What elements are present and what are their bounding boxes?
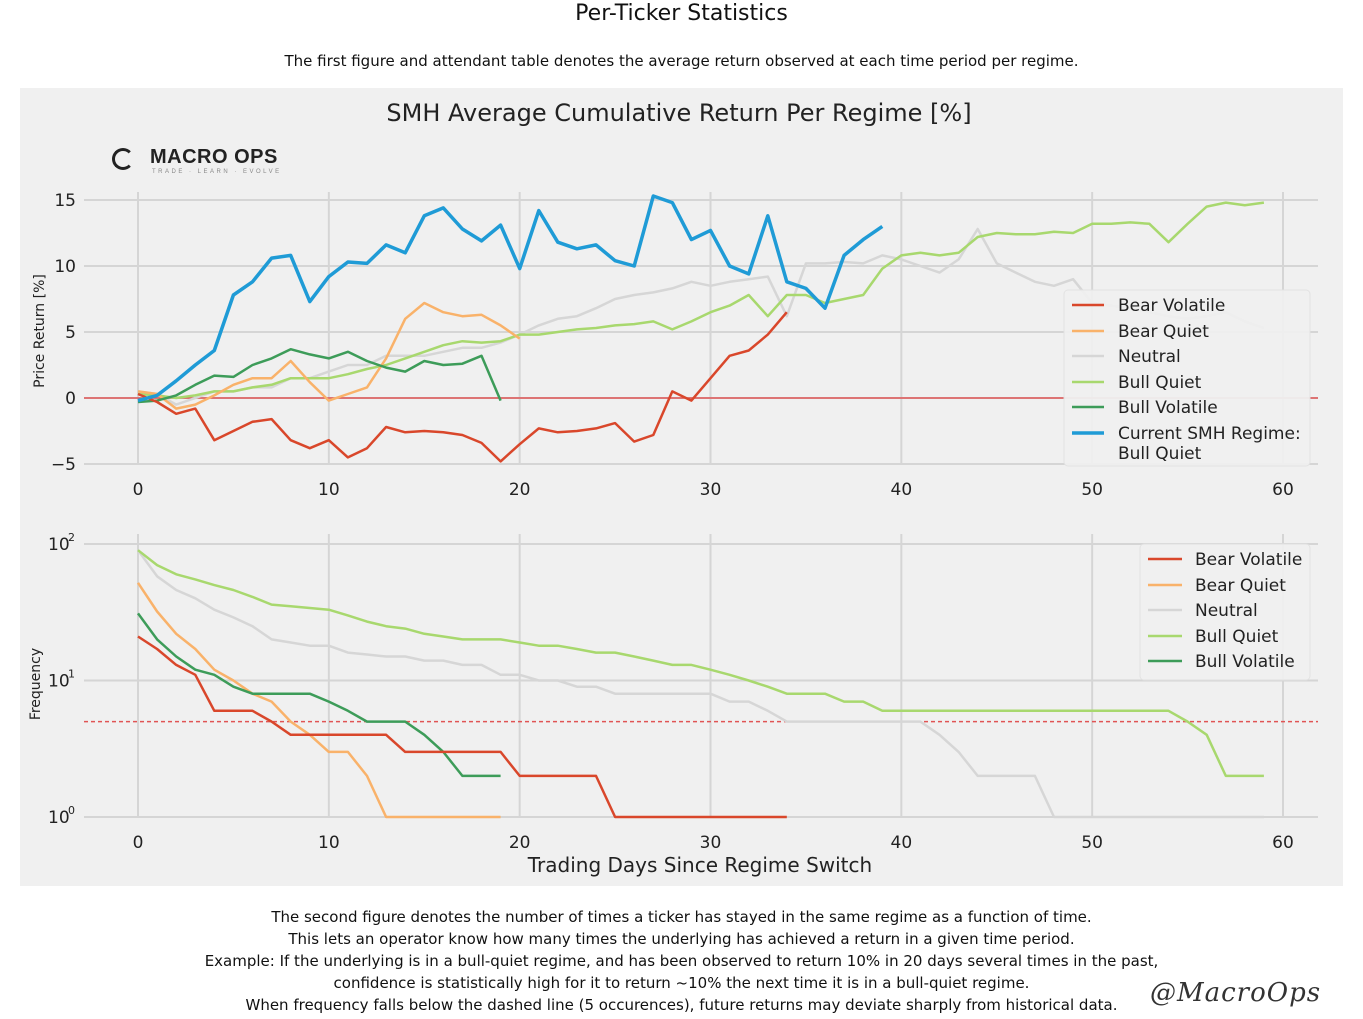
legend-label: Neutral [1118,347,1181,367]
legend-label: Bear Volatile [1118,296,1225,316]
x-tick-label: 10 [318,480,340,500]
x-tick-label: 10 [318,833,340,853]
legend-label: Current SMH Regime: [1118,424,1301,444]
x-axis-label: Trading Days Since Regime Switch [527,853,872,877]
footer-notes: The second figure denotes the number of … [0,906,1363,1016]
series-line-bear-volatile [137,635,787,819]
legend-return-chart: Bear Volatile Bear Quiet Neutral Bull Quiet… [1063,289,1311,467]
legend-label: Bull Quiet [1118,373,1202,393]
x-tick-label: 30 [700,480,722,500]
y-tick-label: −5 [51,455,76,475]
series-line-bull-volatile [137,347,502,404]
macro-ops-logo-icon [112,148,134,170]
signature: @MacroOps [1150,978,1322,1008]
y-tick-base: 10 [48,808,70,828]
legend-label: Bear Volatile [1195,550,1302,570]
x-tick-label: 20 [509,480,531,500]
series-line-bull-quiet [137,549,1264,778]
y-tick-label: 102 [48,531,75,555]
series-line-bull-quiet [137,201,1265,400]
y-tick-exponent: 2 [68,531,75,544]
legend-box [1139,543,1311,681]
x-tick-label: 20 [509,833,531,853]
legend-frequency-chart: Bear Volatile Bear Quiet Neutral Bull Quiet… [1139,543,1311,681]
x-tick-label: 40 [891,833,913,853]
series-line-bear-quiet [137,301,521,410]
x-tick-label: 30 [700,833,722,853]
footer-line: confidence is statistically high for it … [333,974,1030,992]
page-subtitle: The first figure and attendant table den… [284,52,1079,70]
y-tick-label: 10 [54,257,76,277]
series-line-bear-volatile [137,311,788,463]
legend-label: Bull Quiet [1118,444,1202,464]
x-tick-label: 50 [1081,833,1103,853]
chart-figure: SMH Average Cumulative Return Per Regime… [28,99,1318,877]
series-line-bear-quiet [136,582,501,819]
x-tick-label: 50 [1081,480,1103,500]
footer-line: When frequency falls below the dashed li… [245,996,1118,1014]
y-tick-exponent: 0 [68,804,75,817]
chart-title: SMH Average Cumulative Return Per Regime… [386,99,971,127]
footer-line: Example: If the underlying is in a bull-… [204,952,1159,970]
legend-label: Bull Volatile [1195,652,1295,672]
logo-name: MACRO OPS [150,146,278,168]
legend-label: Bear Quiet [1195,576,1286,596]
x-tick-label: 0 [133,833,144,853]
y-tick-label: 15 [54,191,76,211]
x-tick-label: 60 [1272,480,1294,500]
x-tick-label: 0 [133,480,144,500]
footer-line: The second figure denotes the number of … [271,908,1092,926]
y-tick-base: 10 [48,672,70,692]
legend-label: Neutral [1195,601,1258,621]
y-tick-exponent: 1 [68,668,75,681]
legend-label: Bear Quiet [1118,322,1209,342]
page-title: Per-Ticker Statistics [575,1,788,26]
series-line-bull-volatile [136,612,501,778]
x-tick-label: 60 [1272,833,1294,853]
y-tick-label: 100 [48,804,75,828]
y-tick-label: 101 [48,668,75,692]
y-axis-label: Frequency [28,648,44,720]
x-tick-label: 40 [891,480,913,500]
series-line-neutral [136,549,1264,819]
legend-label: Bull Volatile [1118,398,1218,418]
logo-tagline: TRADE · LEARN · EVOLVE [152,169,282,175]
y-tick-base: 10 [48,535,70,555]
series-line-neutral [137,227,1265,406]
y-tick-label: 5 [65,323,76,343]
legend-box [1063,289,1311,467]
legend-label: Bull Quiet [1195,627,1279,647]
series-line-current-smh-regime-bull-quiet [137,194,884,403]
footer-line: This lets an operator know how many time… [288,930,1075,948]
y-tick-label: 0 [65,389,76,409]
y-axis-label: Price Return [%] [32,274,48,388]
